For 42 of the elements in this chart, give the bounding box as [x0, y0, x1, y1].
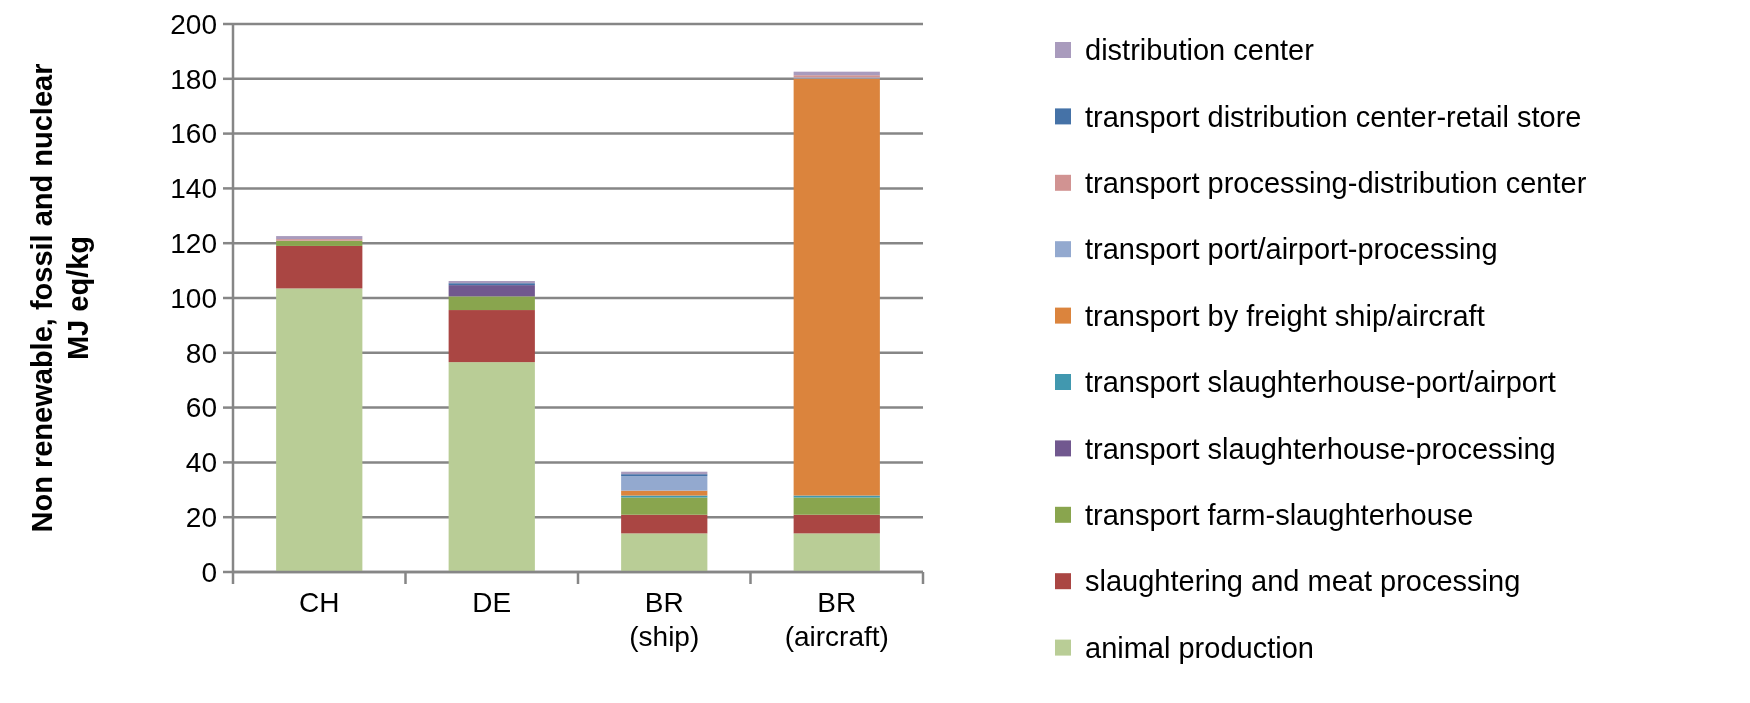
- y-tick-label: 160: [170, 118, 217, 150]
- legend-label: animal production: [1085, 631, 1314, 664]
- bar: [793, 78, 880, 496]
- y-tick-label: 60: [185, 392, 217, 424]
- legend-label: transport distribution center-retail store: [1085, 100, 1582, 133]
- legend-label: transport farm-slaughterhouse: [1085, 498, 1474, 531]
- legend-label: transport by freight ship/aircraft: [1085, 299, 1485, 332]
- bar: [621, 514, 708, 534]
- legend-label: transport port/airport-processing: [1085, 233, 1498, 266]
- x-tick-label: DE: [472, 587, 512, 618]
- bar: [448, 296, 535, 311]
- y-tick-label: 0: [201, 556, 217, 588]
- bar: [448, 362, 535, 572]
- bar: [621, 533, 708, 572]
- y-tick-label: 20: [185, 502, 217, 533]
- bar: [793, 497, 880, 515]
- bar: [276, 288, 363, 572]
- y-tick-label: 80: [185, 337, 217, 369]
- y-tick-label: 140: [170, 173, 217, 205]
- legend-label: transport processing-distribution center: [1085, 166, 1587, 199]
- bar: [276, 245, 363, 289]
- bar: [621, 476, 708, 491]
- bar: [448, 285, 535, 297]
- legend-label: slaughtering and meat processing: [1085, 565, 1521, 598]
- bar: [621, 497, 708, 515]
- y-tick-label: 180: [170, 63, 217, 95]
- bar: [276, 240, 363, 246]
- y-axis-title: Non renewable, fossil and nuclear MJ eq/kg: [26, 63, 94, 533]
- bar: [621, 490, 708, 496]
- y-tick-label: 120: [170, 228, 217, 259]
- x-tick-label: BR (aircraft): [784, 587, 889, 652]
- bar: [793, 533, 880, 572]
- x-tick-label: BR (ship): [629, 587, 700, 652]
- legend-label: distribution center: [1085, 34, 1315, 67]
- y-tick-label: 40: [185, 447, 217, 479]
- bar: [448, 310, 535, 363]
- legend-label: transport slaughterhouse-port/airport: [1085, 366, 1556, 399]
- y-tick-label: 200: [170, 8, 217, 40]
- legend-label: transport slaughterhouse-processing: [1085, 432, 1556, 465]
- bar: [793, 514, 880, 534]
- x-tick-label: CH: [299, 587, 340, 618]
- y-tick-label: 100: [170, 282, 217, 314]
